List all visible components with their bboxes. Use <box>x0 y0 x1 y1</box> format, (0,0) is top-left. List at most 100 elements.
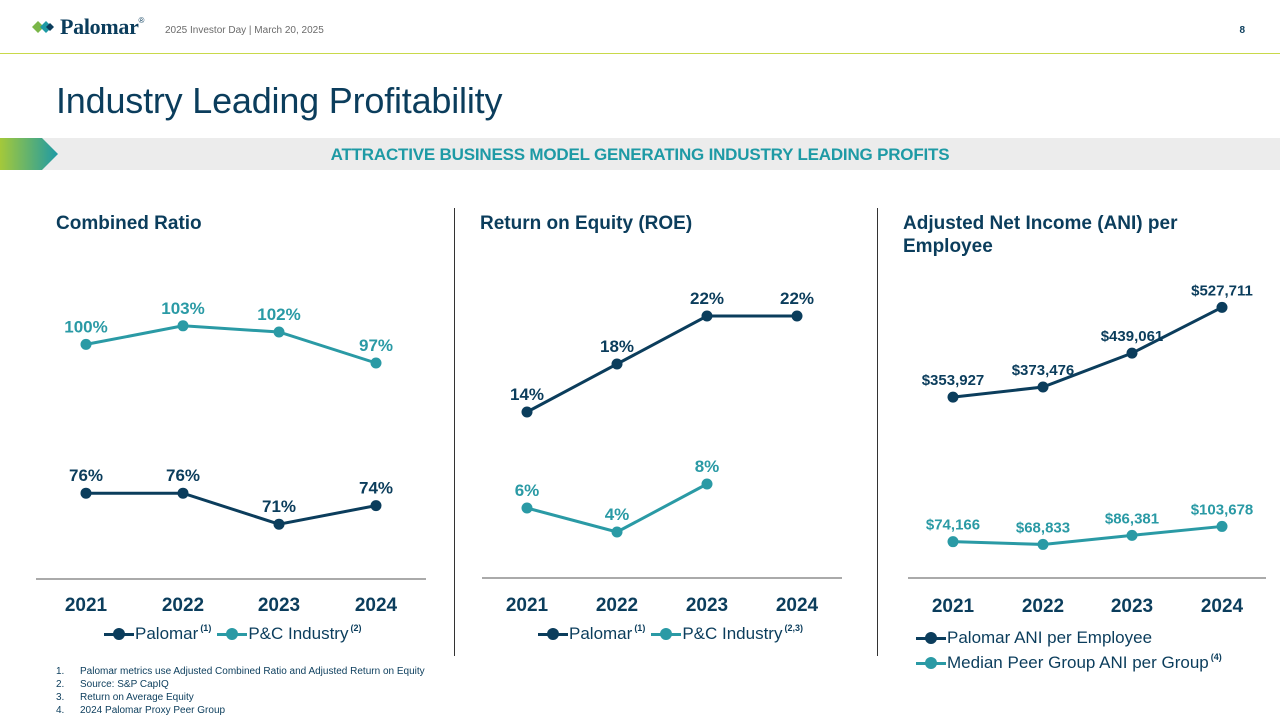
roe-legend: Palomar (1) P&C Industry (2,3) <box>538 623 803 644</box>
data-label: 103% <box>161 299 204 318</box>
legend-swatch-dark <box>916 632 946 644</box>
data-point <box>370 357 382 369</box>
legend-item-industry: P&C Industry (2,3) <box>651 623 803 644</box>
data-point <box>1216 301 1228 313</box>
panel-divider <box>454 208 455 656</box>
x-tick-label: 2021 <box>932 596 975 617</box>
data-label: 76% <box>166 466 200 485</box>
combined-ratio-title: Combined Ratio <box>56 213 202 234</box>
data-label: 71% <box>262 497 296 516</box>
palomar-logo: Palomar ® <box>32 14 144 40</box>
roe-title: Return on Equity (ROE) <box>480 213 693 234</box>
legend-label: Palomar ANI per Employee <box>947 628 1153 647</box>
legend-item-peer: Median Peer Group ANI per Group (4) <box>916 650 1222 676</box>
footnote-item: 1. Palomar metrics use Adjusted Combined … <box>56 666 425 677</box>
combined-ratio-legend: Palomar (1) P&C Industry (2) <box>104 623 362 644</box>
data-label: 6% <box>515 481 540 500</box>
x-tick-label: 2022 <box>162 595 204 616</box>
data-label: $373,476 <box>1012 362 1075 379</box>
data-label: 97% <box>359 336 393 355</box>
data-label: 14% <box>510 385 544 404</box>
footnote-item: 2. Source: S&P CapIQ <box>56 679 169 690</box>
data-point <box>1037 538 1049 550</box>
combined-ratio-chart: 2021 2022 2023 2024 76% 76% 71% 74% 100% 103% 102%… <box>36 299 426 616</box>
data-label: 4% <box>605 505 630 524</box>
series-line-peer <box>85 324 377 365</box>
legend-item-industry: P&C Industry (2) <box>217 623 362 644</box>
data-label: $103,678 <box>1191 501 1254 518</box>
data-point <box>521 502 533 514</box>
legend-footnote-ref: (1) <box>200 623 212 633</box>
x-tick-label: 2023 <box>686 595 728 616</box>
event-subtitle: 2025 Investor Day | March 20, 2025 <box>165 25 324 36</box>
series-line-palomar <box>952 306 1223 399</box>
data-point <box>611 358 623 370</box>
data-point <box>791 310 803 322</box>
data-label: 18% <box>600 337 634 356</box>
data-point <box>947 536 959 548</box>
data-point <box>1216 520 1228 532</box>
data-point <box>177 487 189 499</box>
data-label: $353,927 <box>922 372 985 389</box>
ani-chart: 2021 2022 2023 2024 $353,927 $373,476 $439,061… <box>908 282 1266 617</box>
data-label: 76% <box>69 466 103 485</box>
legend-label: Palomar <box>135 624 199 643</box>
series-line-palomar <box>526 314 797 414</box>
legend-footnote-ref: (2) <box>350 623 362 633</box>
footnotes: 1. Palomar metrics use Adjusted Combined … <box>56 665 425 717</box>
x-tick-label: 2021 <box>65 595 108 616</box>
legend-footnote-ref: (2,3) <box>784 623 803 633</box>
series-line-palomar <box>86 491 377 526</box>
legend-label: P&C Industry <box>682 624 783 643</box>
banner-arrow-icon <box>0 138 58 170</box>
legend-item-palomar: Palomar ANI per Employee <box>916 626 1152 650</box>
data-point <box>611 526 623 538</box>
section-banner: ATTRACTIVE BUSINESS MODEL GENERATING IND… <box>0 138 1280 170</box>
legend-label: P&C Industry <box>248 624 349 643</box>
legend-swatch-teal <box>217 628 248 640</box>
ani-legend: Palomar ANI per Employee Median Peer Gro… <box>916 626 1222 676</box>
legend-item-palomar: Palomar (1) <box>104 623 212 644</box>
data-label: 100% <box>64 317 107 336</box>
x-tick-label: 2024 <box>355 595 398 616</box>
data-point <box>1037 381 1049 393</box>
data-label: 74% <box>359 479 393 498</box>
x-tick-label: 2021 <box>506 595 549 616</box>
data-label: 102% <box>257 305 300 324</box>
data-label: 8% <box>695 457 720 476</box>
logo-registered-mark: ® <box>138 16 145 25</box>
series-line-peer <box>952 524 1223 546</box>
data-label: 22% <box>690 289 724 308</box>
x-tick-label: 2023 <box>258 595 300 616</box>
data-point <box>701 478 713 490</box>
data-point <box>177 320 189 332</box>
data-label: $527,711 <box>1191 282 1253 299</box>
legend-item-palomar: Palomar (1) <box>538 623 645 644</box>
data-point <box>521 406 533 418</box>
roe-chart: 2021 2022 2023 2024 14% 18% 22% 22% 6% 4% 8% <box>482 289 842 616</box>
page-number: 8 <box>1239 25 1245 36</box>
x-tick-label: 2024 <box>776 595 819 616</box>
footnote-item: 4. 2024 Palomar Proxy Peer Group <box>56 705 226 716</box>
logo-text: Palomar <box>60 14 139 39</box>
panel-divider <box>877 208 878 656</box>
data-label: $68,833 <box>1016 519 1070 536</box>
legend-swatch-dark <box>104 628 134 640</box>
legend-footnote-ref: (4) <box>1210 652 1222 662</box>
x-tick-label: 2022 <box>596 595 638 616</box>
ani-title: Adjusted Net Income (ANI) per Employee <box>903 213 1178 257</box>
data-label: $74,166 <box>926 517 980 534</box>
data-point <box>1126 347 1138 359</box>
legend-label: Palomar <box>569 624 633 643</box>
data-point <box>80 487 92 499</box>
x-tick-label: 2022 <box>1022 596 1064 617</box>
data-point <box>80 338 92 350</box>
banner-text: ATTRACTIVE BUSINESS MODEL GENERATING IND… <box>330 145 950 164</box>
data-label: $439,061 <box>1101 328 1164 345</box>
data-point <box>370 500 382 512</box>
page-title: Industry Leading Profitability <box>56 80 503 121</box>
legend-swatch-dark <box>538 628 568 640</box>
legend-swatch-teal <box>651 628 682 640</box>
data-point <box>1126 529 1138 541</box>
legend-swatch-teal <box>916 657 946 669</box>
